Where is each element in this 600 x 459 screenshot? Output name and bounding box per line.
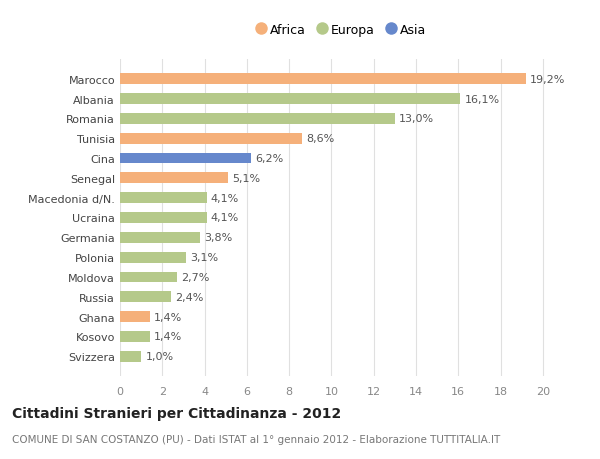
Bar (120, 153, 251, 164)
Text: COMUNE DI SAN COSTANZO (PU) - Dati ISTAT al 1° gennaio 2012 - Elaborazione TUTTI: COMUNE DI SAN COSTANZO (PU) - Dati ISTAT… (12, 434, 500, 444)
Text: 1,4%: 1,4% (154, 312, 182, 322)
Bar (120, 94, 460, 105)
Bar (120, 272, 177, 283)
Bar (120, 213, 206, 224)
Text: 6,2%: 6,2% (256, 154, 284, 164)
Text: 2,7%: 2,7% (181, 272, 209, 282)
Bar (120, 312, 149, 322)
Text: 4,1%: 4,1% (211, 193, 239, 203)
Text: 2,4%: 2,4% (175, 292, 203, 302)
Text: Cittadini Stranieri per Cittadinanza - 2012: Cittadini Stranieri per Cittadinanza - 2… (12, 406, 341, 420)
Text: 16,1%: 16,1% (464, 94, 500, 104)
Bar (120, 331, 149, 342)
Text: 3,1%: 3,1% (190, 252, 218, 263)
Bar (120, 134, 302, 144)
Bar (120, 351, 141, 362)
Text: 1,4%: 1,4% (154, 332, 182, 342)
Bar (120, 252, 185, 263)
Bar (120, 74, 526, 85)
Bar (120, 114, 395, 124)
Bar (120, 173, 228, 184)
Text: 5,1%: 5,1% (232, 174, 260, 184)
Text: 4,1%: 4,1% (211, 213, 239, 223)
Bar (120, 292, 171, 302)
Legend: Africa, Europa, Asia: Africa, Europa, Asia (255, 22, 429, 39)
Bar (120, 232, 200, 243)
Text: 3,8%: 3,8% (205, 233, 233, 243)
Text: 19,2%: 19,2% (530, 74, 566, 84)
Text: 1,0%: 1,0% (145, 352, 173, 362)
Bar (120, 193, 206, 204)
Text: 13,0%: 13,0% (399, 114, 434, 124)
Text: 8,6%: 8,6% (306, 134, 334, 144)
